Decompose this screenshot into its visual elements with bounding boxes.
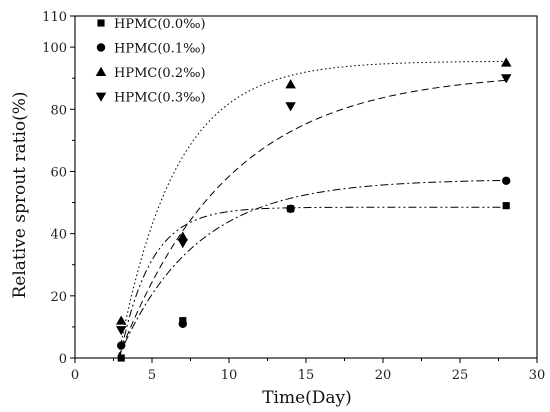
legend-marker-square xyxy=(97,19,105,27)
y-axis-title: Relative sprout ratio(%) xyxy=(10,91,30,298)
data-point-triangle-up xyxy=(177,231,189,241)
data-point-square xyxy=(117,354,125,362)
x-tick-label: 25 xyxy=(452,368,469,383)
y-tick-label: 100 xyxy=(42,41,67,56)
data-point-circle xyxy=(178,319,187,328)
y-tick-label: 110 xyxy=(42,10,67,25)
legend-label: HPMC(0.2‰) xyxy=(114,66,206,81)
fit-curve-triangle-up xyxy=(117,60,507,359)
x-tick-label: 5 xyxy=(148,368,156,383)
data-point-triangle-up xyxy=(285,79,296,89)
y-tick-label: 20 xyxy=(50,290,67,305)
y-tick-label: 60 xyxy=(50,165,67,180)
x-tick-label: 15 xyxy=(298,368,315,383)
data-point-triangle-down xyxy=(115,326,127,336)
y-tick-label: 40 xyxy=(50,228,67,243)
data-point-triangle-down xyxy=(285,102,296,112)
fit-curve-square xyxy=(119,206,507,359)
data-point-triangle-down xyxy=(500,74,512,84)
legend-label: HPMC(0.0‰) xyxy=(114,17,206,32)
x-tick-label: 0 xyxy=(71,368,79,383)
y-tick-label: 0 xyxy=(59,352,67,367)
y-tick-label: 80 xyxy=(50,103,67,118)
x-tick-label: 30 xyxy=(529,368,546,383)
fit-curve-circle xyxy=(117,179,507,359)
data-point-triangle-down xyxy=(177,239,189,249)
data-point-triangle-up xyxy=(500,57,512,67)
data-point-circle xyxy=(117,341,126,350)
legend-label: HPMC(0.1‰) xyxy=(114,42,206,57)
data-point-triangle-up xyxy=(115,315,127,325)
fit-curve-triangle-down xyxy=(117,79,507,359)
x-tick-label: 10 xyxy=(221,368,238,383)
legend-marker-triangle-down xyxy=(95,92,107,102)
legend-label: HPMC(0.3‰) xyxy=(114,91,206,106)
data-point-circle xyxy=(502,176,511,185)
legend-marker-triangle-up xyxy=(95,66,107,76)
legend-marker-circle xyxy=(96,43,106,52)
data-point-square xyxy=(502,202,510,210)
x-tick-label: 20 xyxy=(375,368,392,383)
data-point-circle xyxy=(286,204,295,213)
x-axis-title: Time(Day) xyxy=(262,388,352,408)
